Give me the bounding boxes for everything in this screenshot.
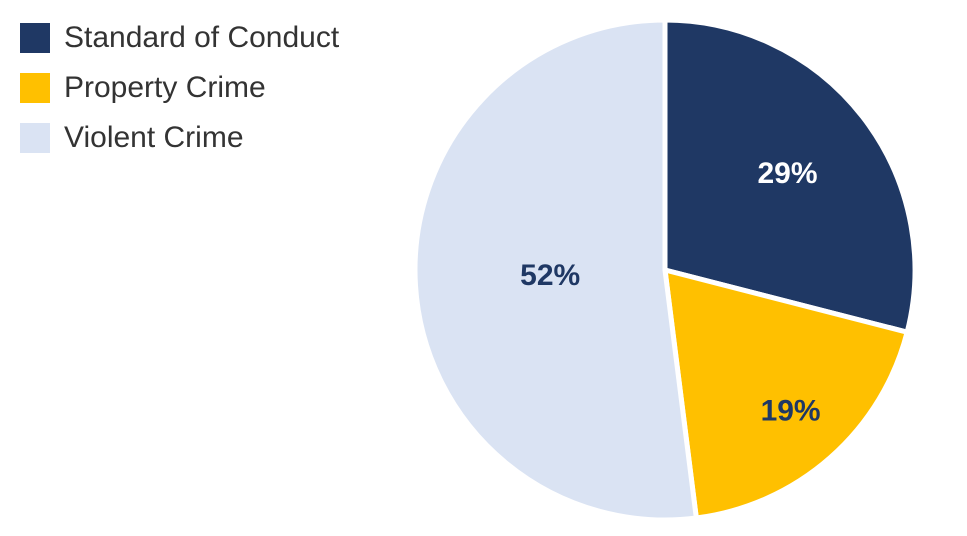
- pie-chart: 29% 19% 52%: [395, 10, 935, 530]
- legend-item: Standard of Conduct: [20, 20, 339, 56]
- pie-slice-label: 52%: [520, 259, 580, 292]
- legend-label: Violent Crime: [64, 120, 244, 156]
- pie-slice-label: 29%: [757, 157, 817, 190]
- legend-swatch: [20, 23, 50, 53]
- legend-swatch: [20, 73, 50, 103]
- legend-item: Property Crime: [20, 70, 339, 106]
- chart-container: Standard of Conduct Property Crime Viole…: [0, 0, 967, 536]
- pie-slice-label: 19%: [761, 394, 821, 427]
- legend-swatch: [20, 123, 50, 153]
- legend-item: Violent Crime: [20, 120, 339, 156]
- legend-label: Property Crime: [64, 70, 266, 106]
- legend-label: Standard of Conduct: [64, 20, 339, 56]
- legend: Standard of Conduct Property Crime Viole…: [20, 20, 339, 170]
